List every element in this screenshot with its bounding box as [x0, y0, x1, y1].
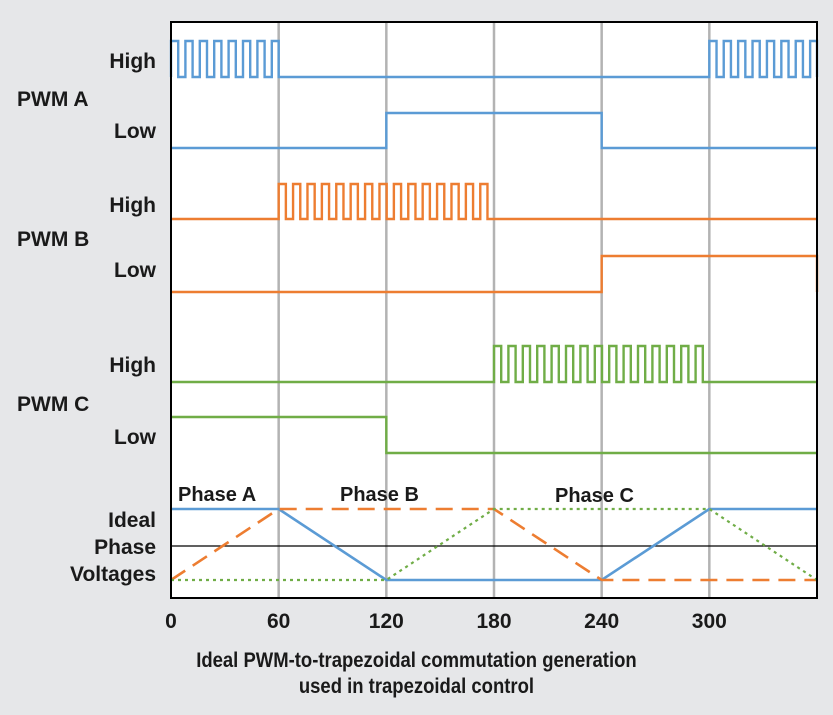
phase-voltage-label-line-1: Ideal	[108, 509, 156, 532]
caption-line-1: Ideal PWM-to-trapezoidal commutation gen…	[196, 649, 637, 672]
plot-border	[170, 21, 818, 599]
pwm-c-high-side-wave	[171, 344, 817, 384]
x-tick-label: 180	[476, 610, 511, 633]
pwm-b-high-side-wave	[171, 182, 817, 221]
figure-caption: Ideal PWM-to-trapezoidal commutation gen…	[50, 648, 783, 700]
x-tick-label: 120	[369, 610, 404, 633]
phase-b-label: Phase B	[340, 484, 419, 506]
phase-c-label: Phase C	[555, 485, 634, 507]
pwm-a-name-label: PWM A	[17, 88, 89, 111]
pwm-a-low-side-wave	[171, 111, 817, 150]
pwm-b-high-label: High	[109, 194, 156, 217]
pwm-b-name-label: PWM B	[17, 228, 89, 251]
phase-voltage-label-line-2: Phase	[94, 536, 156, 559]
pwm-a-high-label: High	[109, 50, 156, 73]
phase-voltage-label-line-3: Voltages	[70, 563, 156, 586]
x-tick-label: 0	[165, 610, 177, 633]
x-tick-label: 60	[267, 610, 290, 633]
pwm-a-low-label: Low	[114, 120, 157, 143]
pwm-c-low-side-wave	[171, 415, 817, 455]
pwm-c-high-label: High	[109, 354, 156, 377]
pwm-c-low-label: Low	[114, 426, 157, 449]
pwm-b-low-label: Low	[114, 259, 157, 282]
pwm-c-name-label: PWM C	[17, 393, 89, 416]
x-tick-label: 300	[692, 610, 727, 633]
phase-a-label: Phase A	[178, 484, 256, 506]
phase-a-voltage-line	[171, 507, 817, 582]
caption-line-2: used in trapezoidal control	[298, 675, 535, 698]
phase-c-voltage-line	[171, 507, 818, 582]
pwm-a-high-side-wave	[169, 39, 819, 79]
x-tick-label: 240	[584, 610, 619, 633]
